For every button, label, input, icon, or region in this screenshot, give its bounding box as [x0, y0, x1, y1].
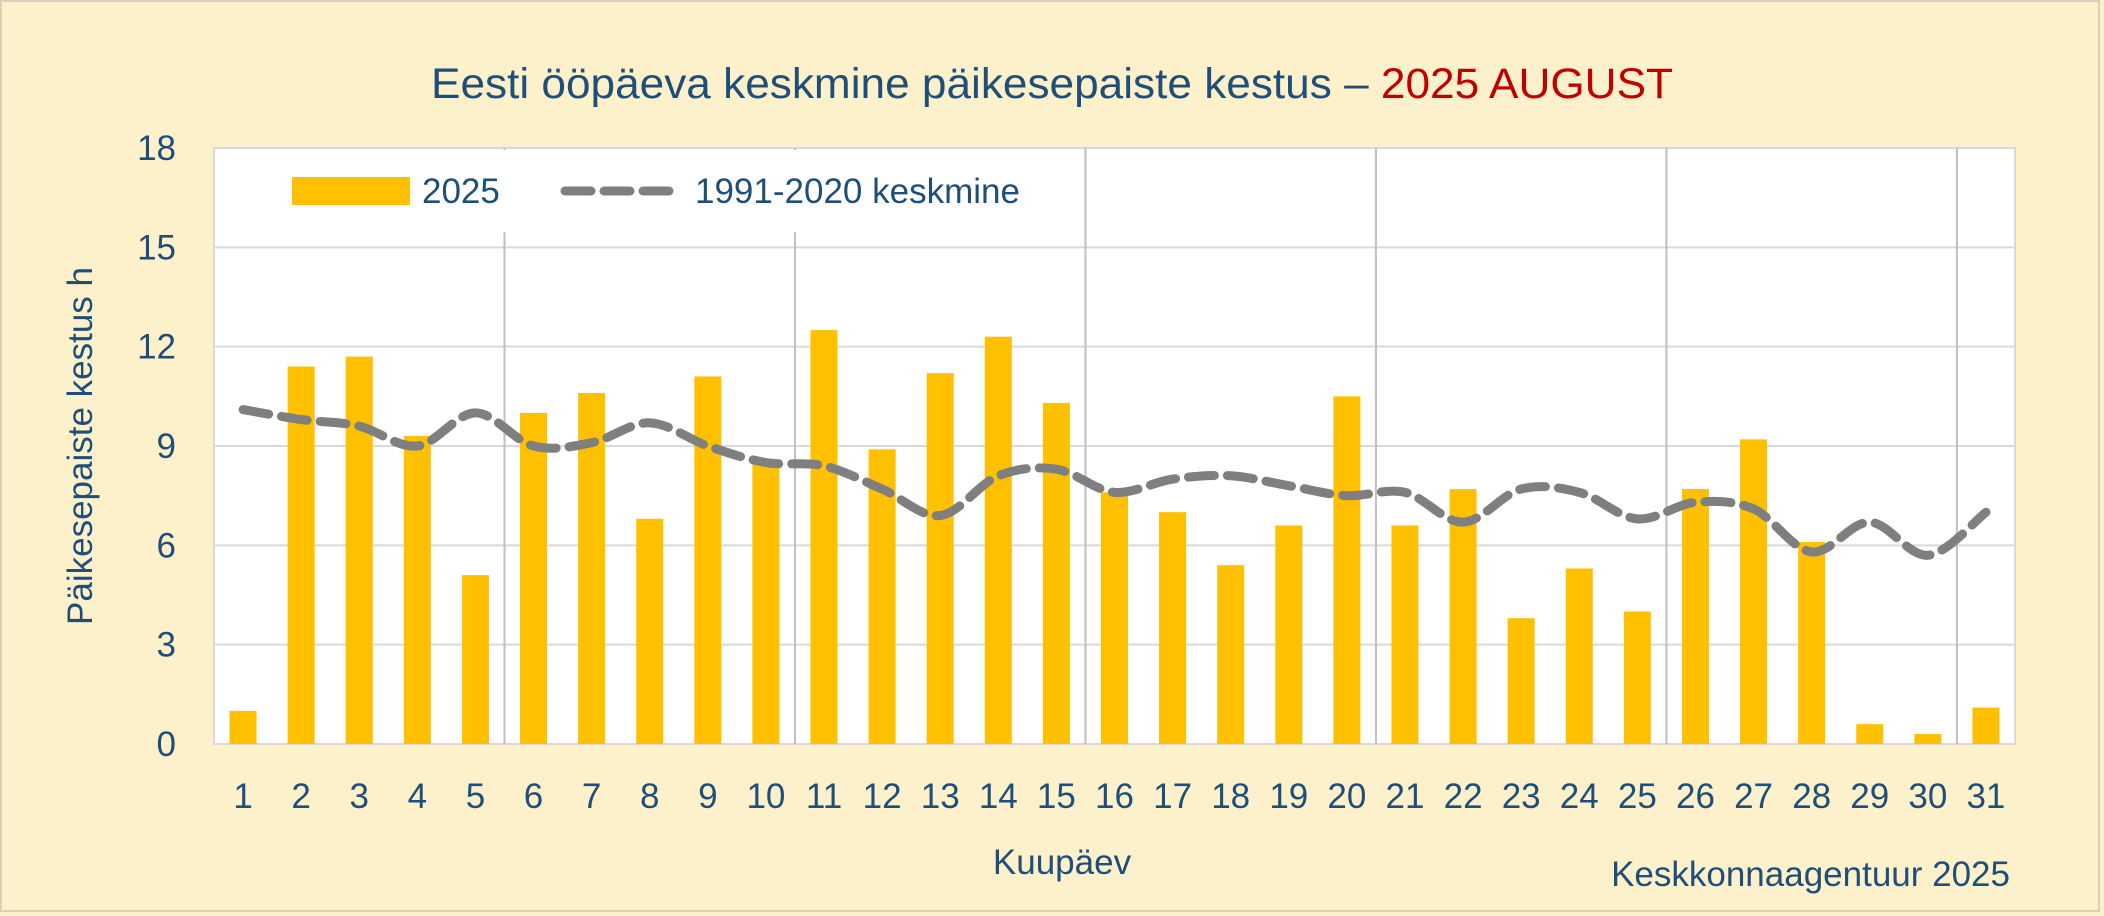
x-tick-label-4: 4: [408, 777, 427, 816]
x-tick-label-26: 26: [1676, 777, 1715, 816]
bar-day-2: [287, 366, 315, 744]
bar-day-5: [461, 575, 489, 744]
x-tick-label-20: 20: [1327, 777, 1366, 816]
y-tick-label: 0: [157, 725, 176, 764]
x-tick-label-5: 5: [466, 777, 485, 816]
y-tick-label: 3: [157, 626, 176, 665]
x-tick-label-18: 18: [1211, 777, 1250, 816]
legend-label-2025: 2025: [422, 172, 500, 211]
x-axis-label: Kuupäev: [993, 843, 1132, 882]
x-tick-label-14: 14: [979, 777, 1018, 816]
bar-day-14: [984, 336, 1012, 744]
bar-day-30: [1914, 734, 1942, 744]
y-tick-label: 18: [137, 129, 176, 168]
x-tick-label-27: 27: [1734, 777, 1773, 816]
bar-day-12: [868, 449, 896, 744]
bar-day-26: [1681, 489, 1709, 744]
x-tick-labels: 1 2 3 4 5 6 7 8 9 10 11 12 13 14 15 16 17 18 19 20 21 22 23 24 2…: [233, 777, 2005, 816]
x-tick-label-13: 13: [921, 777, 960, 816]
bar-day-1: [229, 710, 257, 744]
bar-day-10: [752, 462, 780, 744]
bar-day-9: [694, 376, 722, 744]
x-tick-label-7: 7: [582, 777, 601, 816]
x-tick-label-16: 16: [1095, 777, 1134, 816]
bar-day-23: [1507, 618, 1535, 744]
y-tick-label: 9: [157, 427, 176, 466]
legend: 2025 1991-2020 keskmine: [268, 150, 1083, 232]
bar-day-19: [1275, 525, 1303, 744]
source-credit: Keskkonnaagentuur 2025: [1611, 855, 2010, 894]
y-tick-label: 6: [157, 526, 176, 565]
x-tick-label-12: 12: [863, 777, 902, 816]
y-tick-label: 15: [137, 228, 176, 267]
x-tick-label-2: 2: [291, 777, 310, 816]
bar-day-13: [926, 373, 954, 744]
bar-day-24: [1565, 568, 1593, 744]
average-line: [238, 405, 1991, 560]
x-tick-label-21: 21: [1386, 777, 1425, 816]
bars-2025: [229, 330, 2000, 744]
bar-day-16: [1101, 492, 1128, 744]
x-tick-label-22: 22: [1444, 777, 1483, 816]
week-separators: [503, 148, 1958, 744]
x-tick-label-31: 31: [1966, 777, 2005, 816]
x-tick-label-8: 8: [640, 777, 659, 816]
bar-day-18: [1217, 565, 1245, 744]
bar-day-29: [1856, 724, 1884, 744]
x-tick-label-6: 6: [524, 777, 543, 816]
x-tick-label-30: 30: [1908, 777, 1947, 816]
x-tick-label-10: 10: [746, 777, 785, 816]
bar-day-7: [578, 393, 606, 744]
bar-day-3: [345, 356, 373, 744]
x-tick-label-1: 1: [233, 777, 252, 816]
bar-day-4: [403, 436, 431, 744]
chart-title: Eesti ööpäeva keskmine päikesepaiste kes…: [431, 60, 1673, 108]
bar-day-31: [1972, 707, 2000, 744]
x-tick-label-11: 11: [806, 777, 842, 816]
x-tick-label-19: 19: [1269, 777, 1308, 816]
x-tick-label-28: 28: [1792, 777, 1831, 816]
bar-day-25: [1623, 611, 1651, 744]
bar-day-22: [1449, 489, 1477, 744]
x-tick-label-9: 9: [698, 777, 717, 816]
x-tick-label-3: 3: [350, 777, 369, 816]
bar-day-8: [636, 518, 664, 744]
x-tick-label-24: 24: [1560, 777, 1599, 816]
bar-day-21: [1391, 525, 1419, 744]
y-tick-label: 12: [137, 328, 176, 367]
legend-label-average: 1991-2020 keskmine: [695, 172, 1020, 211]
bar-day-27: [1740, 439, 1768, 744]
chart-title-highlight: 2025 AUGUST: [1381, 60, 1673, 108]
bar-day-11: [810, 330, 838, 744]
average-line-path: [238, 405, 1991, 560]
x-tick-label-17: 17: [1153, 777, 1192, 816]
bar-day-17: [1159, 512, 1187, 744]
x-tick-label-23: 23: [1502, 777, 1541, 816]
bar-day-28: [1798, 542, 1826, 744]
bar-day-15: [1042, 402, 1070, 744]
x-tick-label-25: 25: [1618, 777, 1657, 816]
bar-day-20: [1333, 396, 1361, 744]
legend-swatch-2025: [292, 177, 410, 205]
x-tick-label-29: 29: [1850, 777, 1889, 816]
bar-day-6: [520, 412, 548, 744]
x-tick-label-15: 15: [1037, 777, 1076, 816]
chart-title-main: Eesti ööpäeva keskmine päikesepaiste kes…: [431, 60, 1381, 108]
y-tick-labels: 0 3 6 9 12 15 18: [137, 129, 176, 764]
y-axis-label: Päikesepaiste kestus h: [61, 267, 100, 625]
